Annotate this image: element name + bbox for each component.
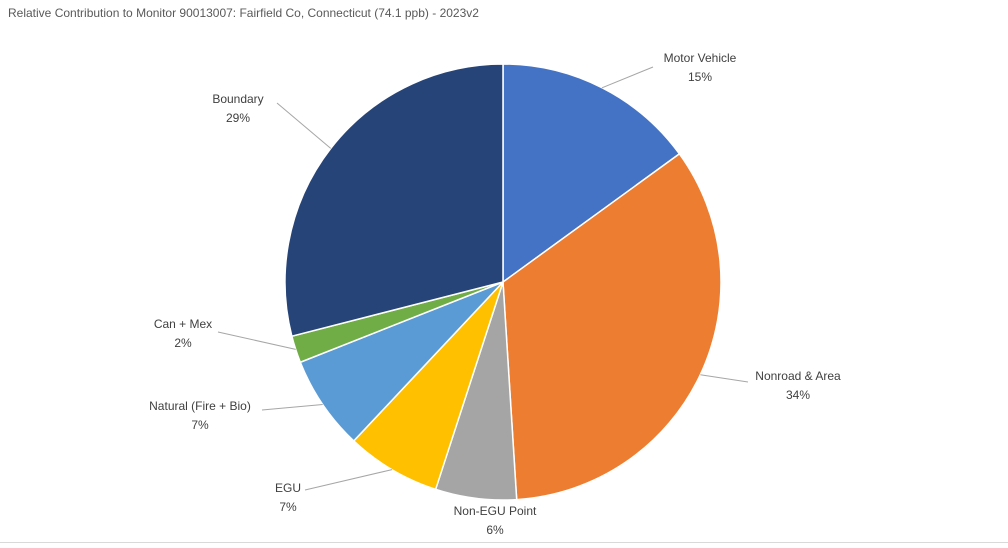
leader-line — [700, 374, 749, 383]
slice-label: EGU — [275, 481, 301, 495]
leader-line — [217, 331, 296, 350]
slice-label: Natural (Fire + Bio) — [149, 399, 251, 413]
leader-line — [601, 66, 654, 89]
pie-slice-nonroad-area — [502, 152, 722, 501]
pie-slice-motor-vehicle — [502, 63, 681, 284]
slice-label: Nonroad & Area — [755, 369, 841, 383]
leader-line — [276, 102, 332, 149]
pie-slice-boundary — [284, 63, 504, 338]
slice-value-label: 29% — [226, 111, 250, 125]
chart-title: Relative Contribution to Monitor 9001300… — [8, 6, 479, 20]
slice-label: Non-EGU Point — [454, 504, 537, 518]
slice-label: Can + Mex — [154, 317, 212, 331]
slice-value-label: 7% — [191, 418, 209, 432]
slice-value-label: 34% — [786, 388, 810, 402]
slice-label: Boundary — [212, 92, 263, 106]
slice-value-label: 2% — [174, 336, 192, 350]
leader-line — [304, 469, 393, 491]
slice-label: Motor Vehicle — [664, 51, 737, 65]
slice-value-label: 6% — [486, 523, 504, 537]
slice-value-label: 15% — [688, 70, 712, 84]
leader-line — [261, 404, 323, 411]
slice-value-label: 7% — [279, 500, 297, 514]
